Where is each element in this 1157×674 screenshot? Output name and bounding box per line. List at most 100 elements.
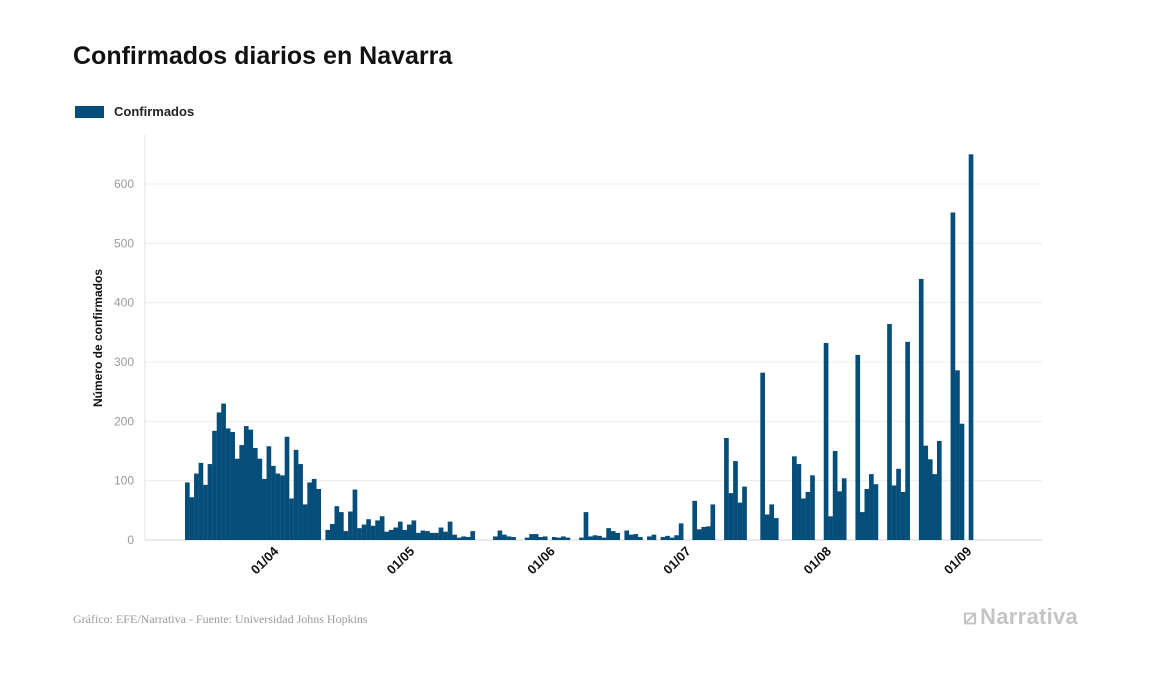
bar	[669, 537, 675, 540]
y-tick-labels: 0 100 200 300 400 500 600	[114, 177, 134, 547]
bar	[705, 526, 711, 540]
bar	[896, 468, 901, 540]
bar	[905, 341, 910, 540]
y-tick-label: 0	[127, 533, 134, 547]
bar	[610, 531, 616, 540]
bar	[429, 532, 435, 540]
bar	[234, 458, 240, 540]
bar	[837, 491, 842, 540]
bar	[434, 532, 439, 540]
y-tick-label: 200	[114, 414, 134, 428]
bar	[230, 432, 235, 540]
bar	[773, 518, 779, 540]
bar	[438, 527, 444, 540]
bar	[588, 536, 593, 540]
bar	[375, 520, 380, 540]
legend-label: Confirmados	[114, 104, 195, 119]
bar	[284, 436, 290, 540]
bar	[216, 412, 222, 540]
bar	[801, 498, 806, 540]
x-tick-label: 01/04	[248, 543, 282, 577]
bar	[302, 504, 308, 540]
bar	[560, 536, 566, 540]
bar	[832, 451, 838, 540]
bar	[923, 445, 929, 540]
bar	[660, 537, 666, 540]
bar	[900, 491, 906, 540]
bar	[805, 491, 811, 540]
y-tick-label: 600	[114, 177, 134, 191]
x-tick-label: 01/06	[524, 544, 558, 578]
bar	[416, 532, 421, 540]
bar	[810, 475, 815, 540]
bar	[329, 523, 335, 540]
bar	[538, 537, 544, 540]
bar	[198, 462, 204, 540]
bar	[927, 459, 933, 540]
x-tick-label: 01/05	[384, 544, 418, 578]
bar	[615, 532, 621, 540]
y-tick-label: 500	[114, 236, 134, 250]
narrativa-logo-icon: ⧄	[963, 604, 977, 629]
bar	[262, 478, 267, 540]
bars	[185, 154, 974, 541]
bar	[189, 497, 195, 540]
brand-name: Narrativa	[980, 604, 1079, 629]
bar	[524, 537, 530, 540]
bar	[742, 486, 747, 540]
bar	[828, 516, 833, 540]
bar	[841, 478, 847, 540]
bar	[289, 498, 294, 540]
bar	[506, 536, 512, 540]
bar	[243, 426, 249, 540]
bar	[339, 512, 344, 540]
bar	[796, 464, 802, 540]
bar	[493, 536, 498, 540]
bar	[388, 529, 394, 540]
bar	[185, 482, 190, 540]
y-tick-label: 100	[114, 474, 134, 488]
bar	[248, 429, 254, 540]
y-axis-label: Número de confirmados	[91, 269, 105, 407]
bar	[869, 474, 874, 540]
bar	[275, 473, 281, 540]
bar	[307, 482, 312, 540]
bar	[932, 474, 938, 540]
bar	[955, 370, 960, 540]
bar	[225, 428, 231, 540]
bar	[737, 502, 743, 540]
bar	[651, 534, 657, 540]
bar	[733, 461, 738, 540]
bar	[873, 484, 879, 540]
bar	[968, 154, 974, 540]
bar	[606, 528, 611, 540]
bar	[357, 528, 362, 540]
x-tick-label: 01/07	[660, 544, 694, 578]
bar	[266, 446, 272, 540]
bar	[556, 537, 562, 540]
y-tick-label: 400	[114, 296, 134, 310]
bar	[343, 531, 349, 540]
bar	[370, 525, 376, 540]
bar	[316, 488, 322, 540]
bar	[710, 504, 716, 540]
bar	[511, 537, 516, 540]
bar	[597, 535, 602, 540]
bar	[565, 537, 571, 540]
bar	[207, 464, 213, 540]
bar	[950, 212, 956, 541]
bar	[221, 403, 226, 540]
bar	[674, 535, 679, 540]
bar	[728, 493, 734, 540]
legend-swatch	[75, 105, 104, 118]
bar	[665, 535, 670, 540]
bar	[384, 531, 389, 540]
bar	[633, 534, 639, 540]
bar	[406, 524, 412, 540]
bar	[678, 523, 684, 540]
bar	[402, 529, 408, 540]
grid-lines	[145, 183, 1042, 541]
bar	[393, 527, 399, 540]
bar	[411, 520, 417, 540]
